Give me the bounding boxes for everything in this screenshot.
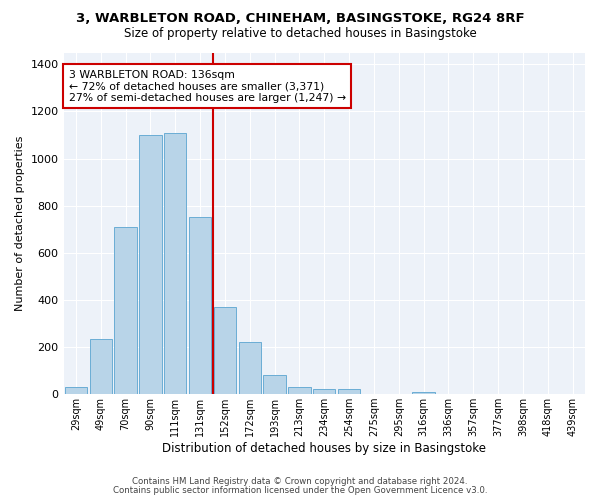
Bar xyxy=(412,392,435,394)
Bar xyxy=(214,307,236,394)
Bar xyxy=(338,390,360,394)
Text: Contains HM Land Registry data © Crown copyright and database right 2024.: Contains HM Land Registry data © Crown c… xyxy=(132,477,468,486)
Bar xyxy=(189,218,211,394)
Y-axis label: Number of detached properties: Number of detached properties xyxy=(15,136,25,311)
Text: Size of property relative to detached houses in Basingstoke: Size of property relative to detached ho… xyxy=(124,28,476,40)
Bar xyxy=(65,387,87,394)
Text: 3 WARBLETON ROAD: 136sqm
← 72% of detached houses are smaller (3,371)
27% of sem: 3 WARBLETON ROAD: 136sqm ← 72% of detach… xyxy=(69,70,346,103)
Bar xyxy=(115,227,137,394)
Bar xyxy=(164,132,187,394)
Bar xyxy=(139,135,161,394)
Bar xyxy=(89,339,112,394)
Bar xyxy=(263,376,286,394)
X-axis label: Distribution of detached houses by size in Basingstoke: Distribution of detached houses by size … xyxy=(162,442,486,455)
Text: Contains public sector information licensed under the Open Government Licence v3: Contains public sector information licen… xyxy=(113,486,487,495)
Bar xyxy=(313,390,335,394)
Bar xyxy=(288,387,311,394)
Text: 3, WARBLETON ROAD, CHINEHAM, BASINGSTOKE, RG24 8RF: 3, WARBLETON ROAD, CHINEHAM, BASINGSTOKE… xyxy=(76,12,524,26)
Bar xyxy=(239,342,261,394)
